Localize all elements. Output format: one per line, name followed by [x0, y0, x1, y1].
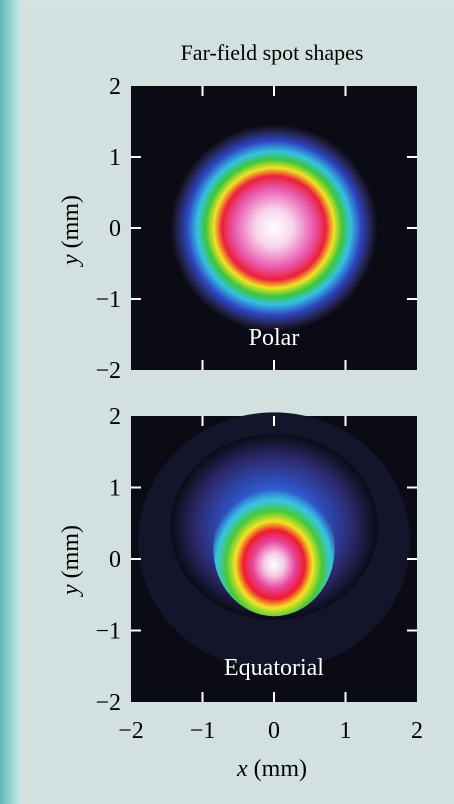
y-tick-label: 1 [109, 145, 121, 171]
equatorial-ticks [131, 416, 417, 702]
y-tick-label: −2 [95, 358, 121, 384]
y-tick-label: 1 [109, 476, 121, 502]
equatorial-y-axis-label: y (mm) [58, 525, 84, 597]
x-tick-label: 0 [268, 718, 280, 744]
x-tick-label: 1 [340, 718, 352, 744]
polar-y-tick-labels: 2 1 0 −1 −2 [95, 74, 121, 384]
polar-y-axis-unit: (mm) [58, 195, 84, 254]
x-tick-label: 2 [411, 718, 423, 744]
equatorial-panel-label: Equatorial [224, 655, 324, 681]
equatorial-plot: Equatorial [131, 412, 417, 702]
polar-plot: Polar [131, 86, 417, 370]
equatorial-y-axis-unit: (mm) [58, 525, 84, 584]
equatorial-core [213, 480, 335, 617]
polar-y-axis-symbol: y [58, 254, 84, 267]
y-tick-label: 0 [109, 216, 121, 242]
equatorial-y-axis-symbol: y [58, 584, 84, 597]
equatorial-x-axis-label: x (mm) [236, 756, 307, 782]
y-tick-label: −1 [95, 287, 121, 313]
equatorial-y-tick-labels: 2 1 0 −1 −2 [95, 404, 121, 716]
polar-spot [170, 124, 378, 332]
x-tick-label: −2 [118, 718, 144, 744]
x-tick-label: −1 [190, 718, 216, 744]
polar-ticks [131, 86, 417, 370]
polar-y-axis-label: y (mm) [58, 195, 84, 267]
equatorial-x-axis-symbol: x [236, 756, 248, 782]
equatorial-x-tick-labels: −2 −1 0 1 2 [118, 718, 423, 744]
polar-panel-label: Polar [249, 325, 300, 351]
y-tick-label: 2 [109, 74, 121, 100]
y-tick-label: −2 [95, 690, 121, 716]
y-tick-label: 2 [109, 404, 121, 430]
equatorial-x-axis-unit: (mm) [248, 756, 307, 782]
y-tick-label: 0 [109, 547, 121, 573]
figure-title: Far-field spot shapes [181, 40, 364, 65]
y-tick-label: −1 [95, 619, 121, 645]
